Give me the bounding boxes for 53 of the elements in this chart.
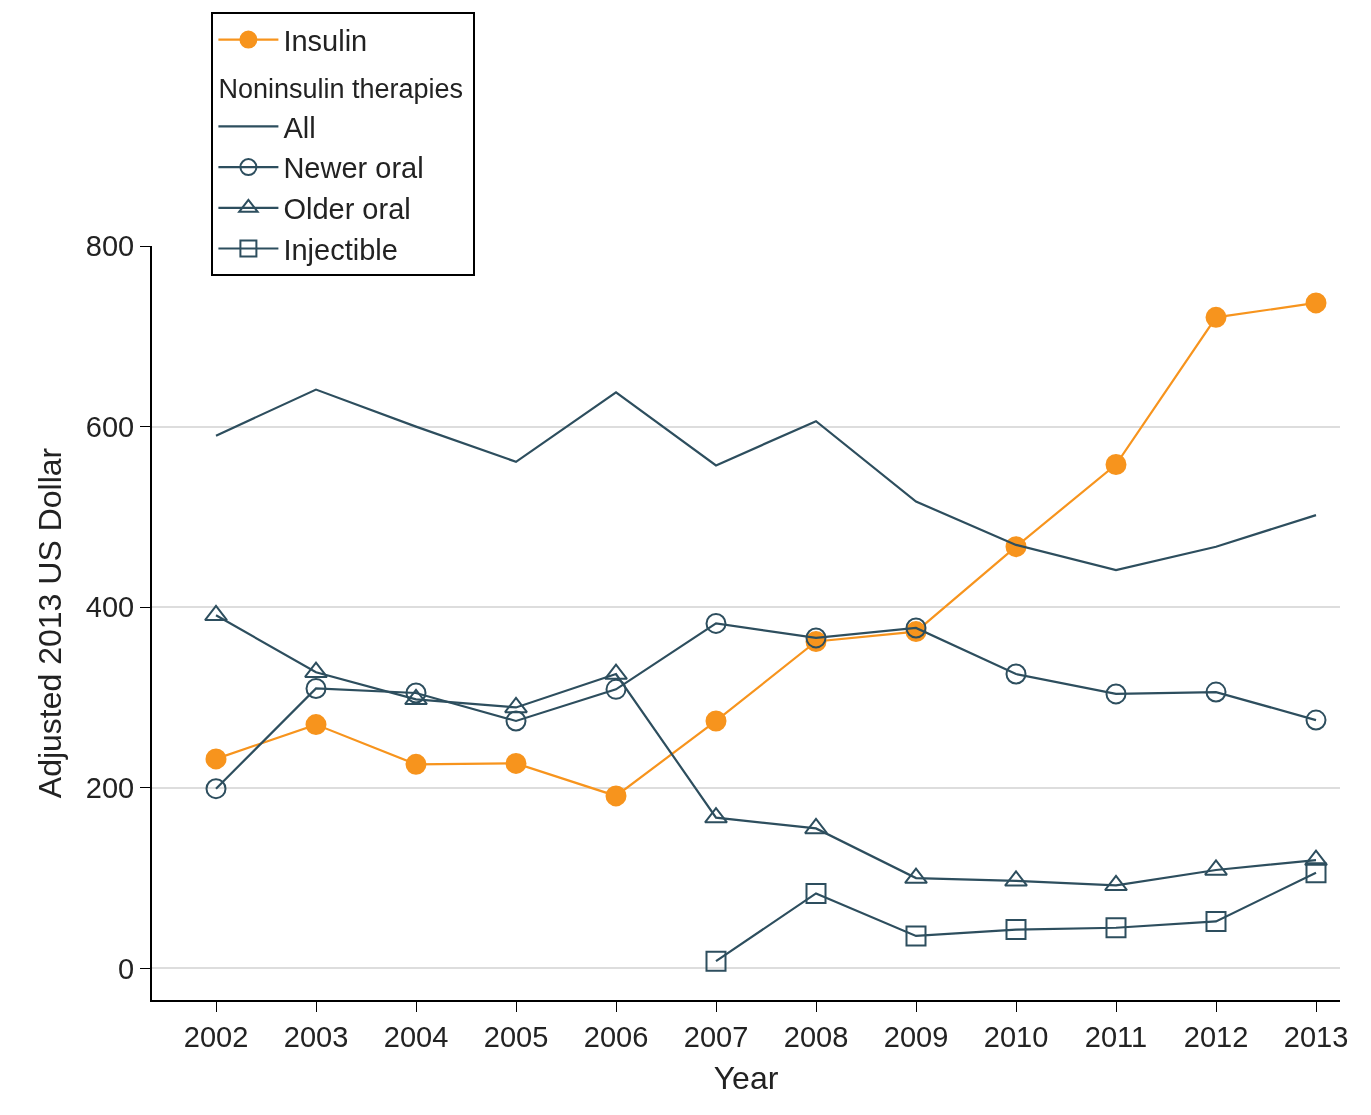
y-tick-label: 600 <box>85 410 135 443</box>
legend-title: Noninsulin therapies <box>218 73 464 104</box>
x-tick-label: 2008 <box>783 1020 849 1053</box>
point <box>1205 306 1227 328</box>
y-tick-label: 800 <box>85 230 135 263</box>
point <box>405 753 427 775</box>
x-tick-label: 2011 <box>1084 1020 1148 1053</box>
y-tick-label: 200 <box>85 771 135 804</box>
point <box>605 785 627 807</box>
x-axis-title: Year <box>713 1060 779 1097</box>
y-tick-label: 0 <box>118 952 135 985</box>
y-tick-label: 400 <box>85 591 135 624</box>
point <box>305 677 327 699</box>
x-tick-label: 2013 <box>1283 1020 1349 1053</box>
point <box>1005 663 1027 685</box>
x-tick-label: 2012 <box>1183 1020 1249 1053</box>
legend-label: All <box>283 111 316 144</box>
point <box>605 678 627 700</box>
point <box>705 612 727 634</box>
point <box>905 925 927 947</box>
legend-label: Older oral <box>283 193 411 226</box>
x-tick-label: 2006 <box>583 1020 649 1053</box>
point <box>1305 292 1327 314</box>
x-tick-label: 2007 <box>683 1020 749 1053</box>
x-tick-label: 2005 <box>483 1020 549 1053</box>
point <box>705 950 727 972</box>
y-axis-title: Adjusted 2013 US Dollar <box>31 447 68 799</box>
line-series <box>214 388 1318 572</box>
x-tick-label: 2004 <box>383 1020 449 1053</box>
point <box>1205 681 1227 703</box>
point <box>1105 683 1127 705</box>
legend-label: Injectible <box>283 233 398 266</box>
point <box>1105 454 1127 476</box>
x-tick-label: 2003 <box>283 1020 349 1053</box>
point <box>1205 910 1227 932</box>
x-tick-label: 2010 <box>983 1020 1049 1053</box>
point <box>1105 917 1127 939</box>
x-tick-label: 2002 <box>183 1020 249 1053</box>
x-tick-label: 2009 <box>883 1020 949 1053</box>
legend-label: Insulin <box>283 24 368 57</box>
point <box>805 882 827 904</box>
point <box>205 748 227 770</box>
point <box>505 710 527 732</box>
point <box>1305 862 1327 884</box>
point <box>305 714 327 736</box>
point <box>405 682 427 704</box>
point <box>1005 919 1027 941</box>
point <box>1305 709 1327 731</box>
point <box>704 807 728 824</box>
point <box>505 752 527 774</box>
point <box>205 778 227 800</box>
point <box>705 710 727 732</box>
legend-label: Newer oral <box>283 152 424 185</box>
